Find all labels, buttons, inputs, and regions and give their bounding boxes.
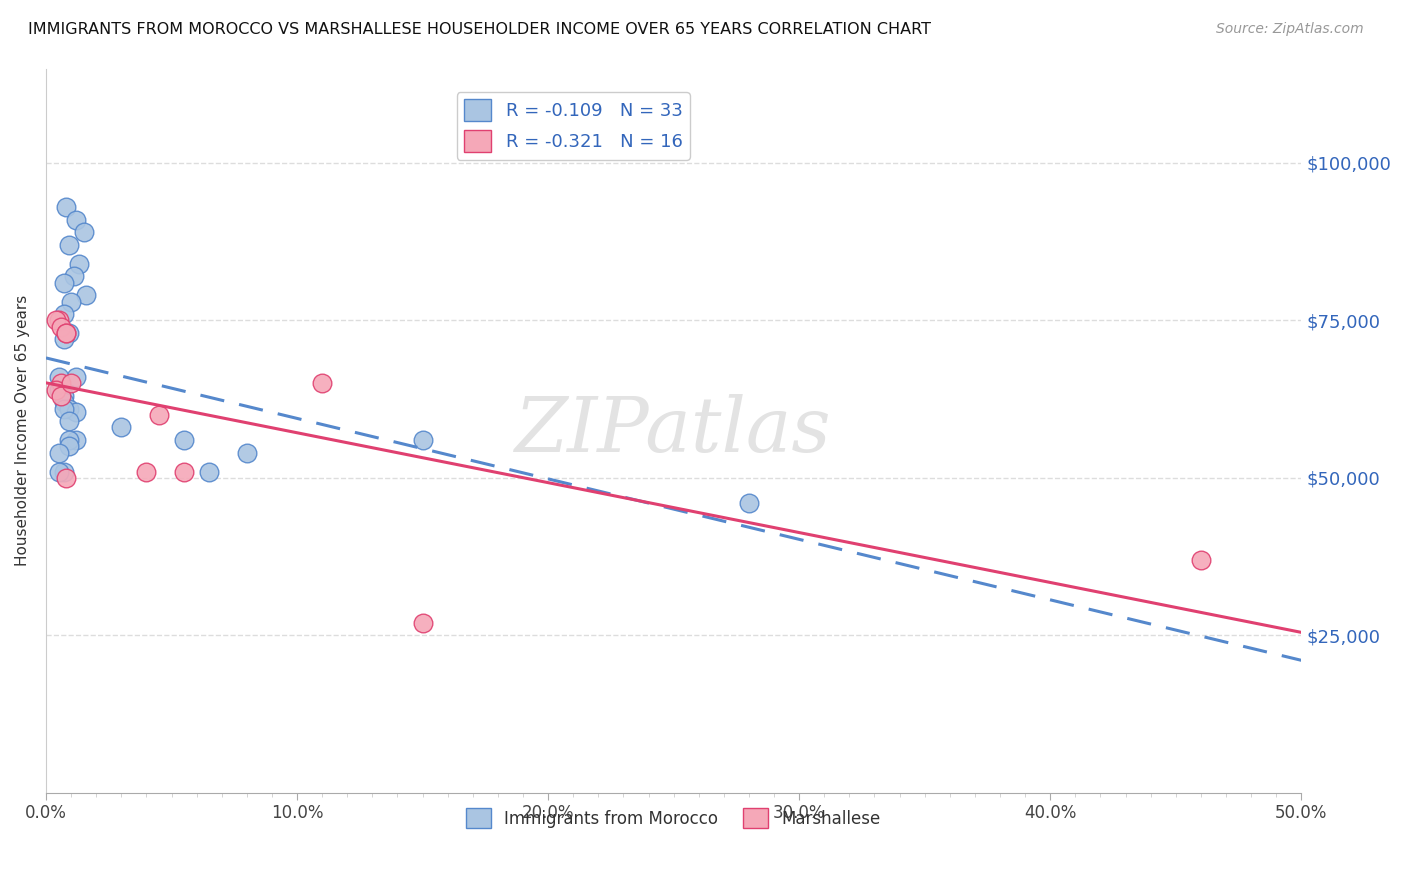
Point [65, 405, 87, 419]
Point [49, 376, 72, 391]
Point [45, 313, 67, 327]
Text: IMMIGRANTS FROM MOROCCO VS MARSHALLESE HOUSEHOLDER INCOME OVER 65 YEARS CORRELAT: IMMIGRANTS FROM MOROCCO VS MARSHALLESE H… [28, 22, 931, 37]
Point [65, 370, 87, 384]
Point [72, 225, 94, 239]
Point [52, 276, 75, 290]
Point [52, 395, 75, 409]
Point [311, 376, 333, 391]
Point [55, 326, 77, 340]
Text: Source: ZipAtlas.com: Source: ZipAtlas.com [1216, 22, 1364, 37]
Point [55, 326, 77, 340]
Point [236, 445, 259, 459]
Point [48, 465, 70, 479]
Point [48, 370, 70, 384]
Point [49, 319, 72, 334]
Point [62, 269, 84, 284]
Point [58, 433, 80, 447]
Point [49, 389, 72, 403]
Point [148, 408, 170, 422]
Point [48, 313, 70, 327]
Point [110, 420, 132, 434]
Point [52, 332, 75, 346]
Point [1189, 552, 1212, 566]
Point [52, 389, 75, 403]
Point [412, 615, 434, 630]
Point [65, 433, 87, 447]
Point [55, 471, 77, 485]
Point [198, 465, 221, 479]
Point [173, 465, 195, 479]
Point [58, 439, 80, 453]
Point [58, 401, 80, 416]
Y-axis label: Householder Income Over 65 years: Householder Income Over 65 years [15, 295, 30, 566]
Point [67, 257, 90, 271]
Point [738, 496, 761, 510]
Legend: Immigrants from Morocco, Marshallese: Immigrants from Morocco, Marshallese [460, 801, 887, 835]
Point [48, 445, 70, 459]
Point [58, 326, 80, 340]
Point [55, 200, 77, 214]
Point [75, 288, 97, 302]
Point [412, 433, 434, 447]
Point [173, 433, 195, 447]
Point [65, 212, 87, 227]
Point [52, 401, 75, 416]
Point [60, 294, 83, 309]
Point [58, 414, 80, 428]
Point [135, 465, 157, 479]
Point [52, 307, 75, 321]
Point [58, 237, 80, 252]
Point [48, 383, 70, 397]
Point [52, 465, 75, 479]
Text: ZIPatlas: ZIPatlas [516, 393, 832, 467]
Point [45, 383, 67, 397]
Point [60, 376, 83, 391]
